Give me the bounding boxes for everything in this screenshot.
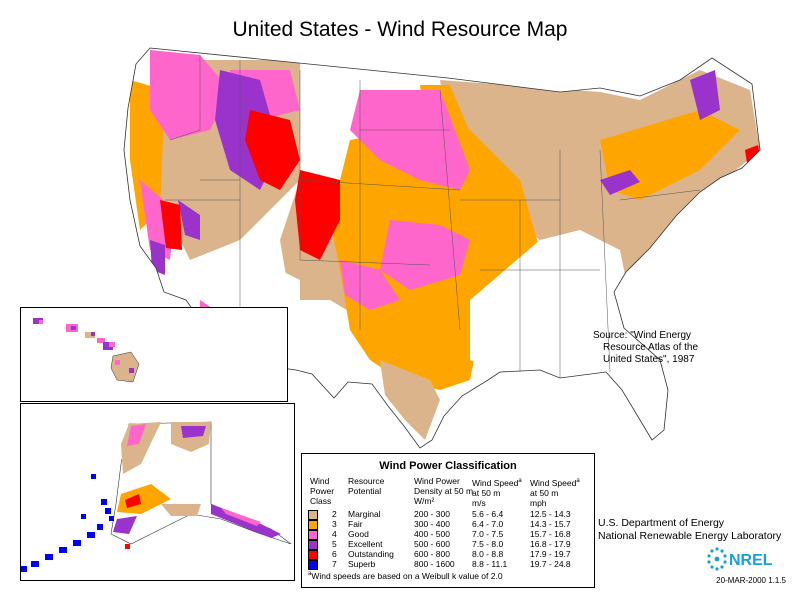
class2-region <box>380 360 440 440</box>
legend-speed-ms: 8.8 - 11.1 <box>472 559 508 569</box>
us-outline <box>123 47 761 449</box>
legend-class: 5 <box>332 539 337 549</box>
legend-row: 6 Outstanding 600 - 800 8.0 - 8.8 17.9 - 19.… <box>308 549 592 560</box>
legend-potential: Superb <box>348 559 376 569</box>
legend-class: 7 <box>332 559 337 569</box>
class4-region <box>350 90 470 190</box>
legend-speed-mph: 17.9 - 19.7 <box>530 549 571 559</box>
alaska-inset <box>20 403 295 581</box>
source-line: Source: "Wind Energy <box>593 330 692 341</box>
legend-class: 3 <box>332 519 337 529</box>
class5-region <box>690 70 720 120</box>
legend-speed-ms: 7.0 - 7.5 <box>472 529 504 539</box>
class5-region <box>178 200 200 240</box>
legend-speed-mph: 15.7 - 16.8 <box>530 529 571 539</box>
class6-region <box>245 110 300 190</box>
legend-potential: Fair <box>348 519 363 529</box>
nrel-logo: NREL <box>707 547 773 571</box>
legend-swatch <box>308 510 318 520</box>
legend-speed-ms: 6.4 - 7.0 <box>472 519 504 529</box>
class4-region <box>380 220 470 290</box>
legend-speed-ms: 7.5 - 8.0 <box>472 539 504 549</box>
legend-speed-mph: 14.3 - 15.7 <box>530 519 571 529</box>
legend-row: 7 Superb 800 - 1600 8.8 - 11.1 19.7 - 24.8 <box>308 559 592 570</box>
agency-line: National Renewable Energy Laboratory <box>598 530 782 542</box>
legend-swatch <box>308 540 318 550</box>
legend-speed-ms: 5.6 - 6.4 <box>472 509 504 519</box>
header-density: Wind Power Density at 50 m W/m² <box>414 476 474 506</box>
class5-region <box>150 240 165 275</box>
legend-class: 6 <box>332 549 337 559</box>
header-speed-mph: Wind Speeda at 50 m mph <box>530 477 580 508</box>
class4-region <box>150 50 230 140</box>
hawaii-inset <box>20 307 288 402</box>
class5-region <box>600 170 640 195</box>
legend-class: 2 <box>332 509 337 519</box>
legend-potential: Excellent <box>348 539 383 549</box>
legend-density: 500 - 600 <box>414 539 450 549</box>
legend-density: 200 - 300 <box>414 509 450 519</box>
hawaii-map <box>33 318 140 383</box>
source-line: Resource Atlas of the <box>603 342 699 353</box>
map-title: United States - Wind Resource Map <box>232 18 568 41</box>
class6-region <box>295 170 340 260</box>
header-speed-ms: Wind Speeda at 50 m m/s <box>472 477 522 508</box>
legend-density: 300 - 400 <box>414 519 450 529</box>
legend-class: 4 <box>332 529 337 539</box>
legend-speed-mph: 16.8 - 17.9 <box>530 539 571 549</box>
legend-density: 800 - 1600 <box>414 559 455 569</box>
alaska-map <box>21 421 292 572</box>
legend-density: 600 - 800 <box>414 549 450 559</box>
legend-swatch <box>308 530 318 540</box>
version-stamp: 20-MAR-2000 1.1.5 <box>716 576 786 585</box>
source-note: Source: "Wind Energy Resource Atlas of t… <box>593 330 793 366</box>
legend-density: 400 - 500 <box>414 529 450 539</box>
header-potential: Resource Potential <box>348 476 385 496</box>
legend-row: 2 Marginal 200 - 300 5.6 - 6.4 12.5 - 14.3 <box>308 509 592 520</box>
legend-row: 3 Fair 300 - 400 6.4 - 7.0 14.3 - 15.7 <box>308 519 592 530</box>
agency-line: U.S. Department of Energy <box>598 517 725 529</box>
legend-speed-mph: 12.5 - 14.3 <box>530 509 571 519</box>
legend-box: Wind Power Classification Wind Power Cla… <box>301 453 595 588</box>
low-resource-region <box>470 230 660 430</box>
legend-title: Wind Power Classification <box>379 460 517 472</box>
nrel-logo-text: NREL <box>729 552 773 569</box>
legend-speed-ms: 8.0 - 8.8 <box>472 549 504 559</box>
legend-potential: Outstanding <box>348 549 394 559</box>
legend-swatch <box>308 560 318 570</box>
class4-region <box>340 260 400 310</box>
legend-speed-mph: 19.7 - 24.8 <box>530 559 571 569</box>
legend-swatch <box>308 520 318 530</box>
legend-swatch <box>308 550 318 560</box>
state-borders <box>165 55 701 378</box>
legend-row: 5 Excellent 500 - 600 7.5 - 8.0 16.8 - 17.9 <box>308 539 592 550</box>
source-line: United States", 1987 <box>603 354 695 365</box>
legend-potential: Good <box>348 529 369 539</box>
legend-row: 4 Good 400 - 500 7.0 - 7.5 15.7 - 16.8 <box>308 529 592 540</box>
legend-footnote: aWind speeds are based on a Weibull k va… <box>308 571 503 581</box>
header-class: Wind Power Class <box>310 476 335 506</box>
agency-credit: U.S. Department of Energy National Renew… <box>598 517 781 543</box>
class6-region <box>160 200 182 250</box>
legend-potential: Marginal <box>348 509 381 519</box>
